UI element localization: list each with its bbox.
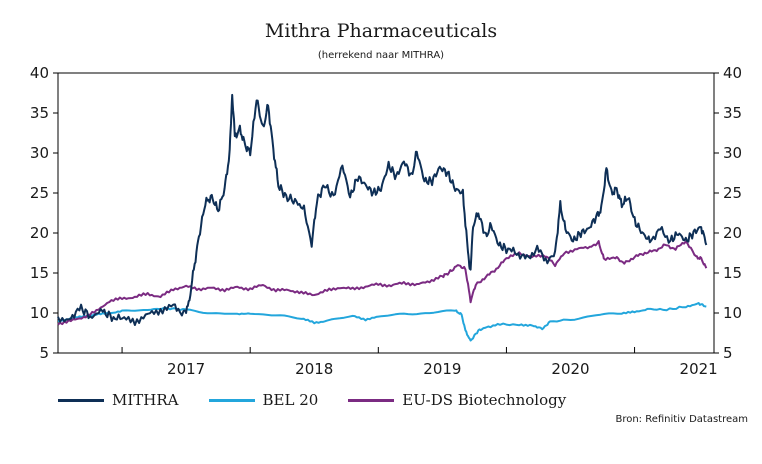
- legend-label-bel20: BEL 20: [262, 391, 319, 409]
- legend-item-mithra: MITHRA: [58, 391, 179, 409]
- legend-swatch-mithra: [58, 398, 104, 402]
- source-note: Bron: Refinitiv Datastream: [615, 414, 748, 425]
- y-tick-right-label: 15: [723, 264, 742, 282]
- legend-item-biotech: EU-DS Biotechnology: [348, 391, 566, 409]
- legend-swatch-biotech: [348, 398, 395, 402]
- x-tick-label: 2019: [423, 360, 461, 378]
- plot-frame: [57, 72, 715, 354]
- y-tick-left-label: 40: [30, 64, 49, 82]
- series-line-mithra: [57, 93, 708, 326]
- legend-label-biotech: EU-DS Biotechnology: [402, 391, 567, 409]
- y-tick-right-label: 25: [723, 184, 742, 202]
- x-tick-label: 2021: [680, 360, 718, 378]
- y-tick-right-label: 20: [723, 224, 742, 242]
- chart-subtitle: (herrekend naar MITHRA): [317, 50, 445, 61]
- y-tick-left-label: 30: [30, 144, 49, 162]
- y-tick-right-label: 10: [723, 304, 742, 322]
- legend-swatch-bel20: [208, 398, 255, 402]
- legend: MITHRA BEL 20 EU-DS Biotechnology: [58, 388, 596, 412]
- y-tick-left-label: 35: [30, 104, 49, 122]
- legend-label-mithra: MITHRA: [112, 391, 179, 409]
- x-tick-label: 2018: [295, 360, 333, 378]
- y-tick-left-label: 20: [30, 224, 49, 242]
- x-tick-label: 2017: [167, 360, 205, 378]
- series-layer: [57, 93, 708, 342]
- chart-title: Mithra Pharmaceuticals: [264, 20, 498, 42]
- y-tick-left-label: 10: [30, 304, 49, 322]
- y-tick-right-label: 30: [723, 144, 742, 162]
- y-tick-left-label: 25: [30, 184, 49, 202]
- x-tick-label: 2020: [551, 360, 589, 378]
- series-line-eu-ds-biotechnology: [57, 240, 708, 326]
- y-tick-right-label: 40: [723, 64, 742, 82]
- y-axis-left: 5 10 15 20 25 30 35 40: [30, 64, 58, 362]
- series-line-bel-20: [57, 302, 707, 342]
- y-axis-right: 5 10 15 20 25 30 35 40: [714, 64, 742, 362]
- y-tick-left-label: 5: [39, 344, 49, 362]
- y-tick-right-label: 5: [723, 344, 733, 362]
- y-tick-left-label: 15: [30, 264, 49, 282]
- x-axis: 2017 2018 2019 2020 2021: [121, 347, 718, 378]
- y-tick-right-label: 35: [723, 104, 742, 122]
- legend-item-bel20: BEL 20: [208, 391, 319, 409]
